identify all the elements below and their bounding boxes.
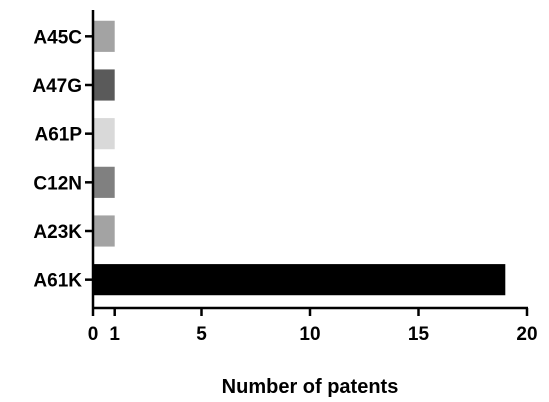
bar-a61k [93,264,506,296]
category-label: A61P [34,125,82,146]
x-tick-label: 0 [88,324,99,345]
x-tick-label: 20 [516,324,537,345]
bar-a61p [93,118,115,150]
y-axis: A45C A47G A61P C12N A23K A61K [32,10,95,308]
x-axis-title: Number of patents [222,376,399,398]
x-tick-label: 5 [196,324,207,345]
x-axis: 0 1 5 10 15 20 [88,306,538,345]
bar-a47g [93,69,115,101]
x-tick-label: 10 [299,324,320,345]
bar-a23k [93,215,115,247]
category-label: A45C [33,27,82,48]
category-label: A47G [32,76,82,97]
x-tick-label: 1 [109,324,120,345]
bars-group [93,20,506,296]
category-label: C12N [33,173,82,194]
x-tick-label: 15 [408,324,430,345]
bar-c12n [93,166,115,198]
category-label: A23K [33,222,82,243]
bar-a45c [93,20,115,52]
category-label: A61K [33,271,82,292]
